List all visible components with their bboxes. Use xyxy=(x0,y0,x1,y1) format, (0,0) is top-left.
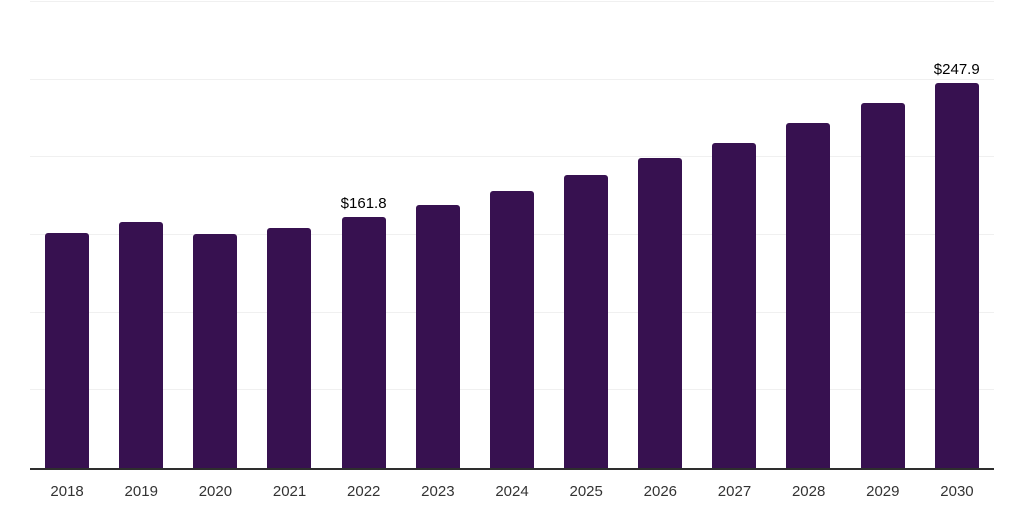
x-tick-label: 2019 xyxy=(124,483,158,500)
bar xyxy=(45,232,90,468)
bar: $161.8 xyxy=(341,196,387,468)
bar xyxy=(860,103,905,468)
x-tick-label: 2021 xyxy=(272,483,307,500)
gridline xyxy=(30,156,994,158)
x-tick-label: 2026 xyxy=(643,483,678,500)
bar xyxy=(712,142,757,468)
bar-value-label: $247.9 xyxy=(933,61,980,79)
x-axis: 2018 2019 2020 2021 2022 2023 2024 2025 2026 2027… xyxy=(30,483,994,500)
bar xyxy=(564,175,609,468)
bar xyxy=(193,233,238,468)
bar-chart: $161.8 $247.9 2018 2019 2020 2021 2022 2023 202… xyxy=(30,1,994,500)
x-tick-label: 2029 xyxy=(866,483,900,500)
plot-area: $161.8 $247.9 xyxy=(30,1,994,470)
x-tick-label: 2028 xyxy=(791,483,826,500)
x-tick-label: 2023 xyxy=(421,483,455,500)
x-tick-label: 2018 xyxy=(50,483,84,500)
x-tick-label: 2030 xyxy=(940,483,974,500)
x-tick-label: 2025 xyxy=(569,483,603,500)
bar xyxy=(638,158,683,468)
x-tick-label: 2022 xyxy=(347,483,381,500)
bar-value-label: $161.8 xyxy=(340,195,387,213)
bar xyxy=(786,122,831,468)
gridline xyxy=(30,1,994,2)
bar xyxy=(119,222,164,468)
bar xyxy=(267,228,312,468)
bar xyxy=(415,204,460,468)
x-tick-label: 2024 xyxy=(495,483,529,500)
x-tick-label: 2027 xyxy=(717,483,752,500)
bar: $247.9 xyxy=(934,62,980,468)
bar xyxy=(489,190,534,468)
x-tick-label: 2020 xyxy=(198,483,233,500)
gridline xyxy=(30,78,994,80)
